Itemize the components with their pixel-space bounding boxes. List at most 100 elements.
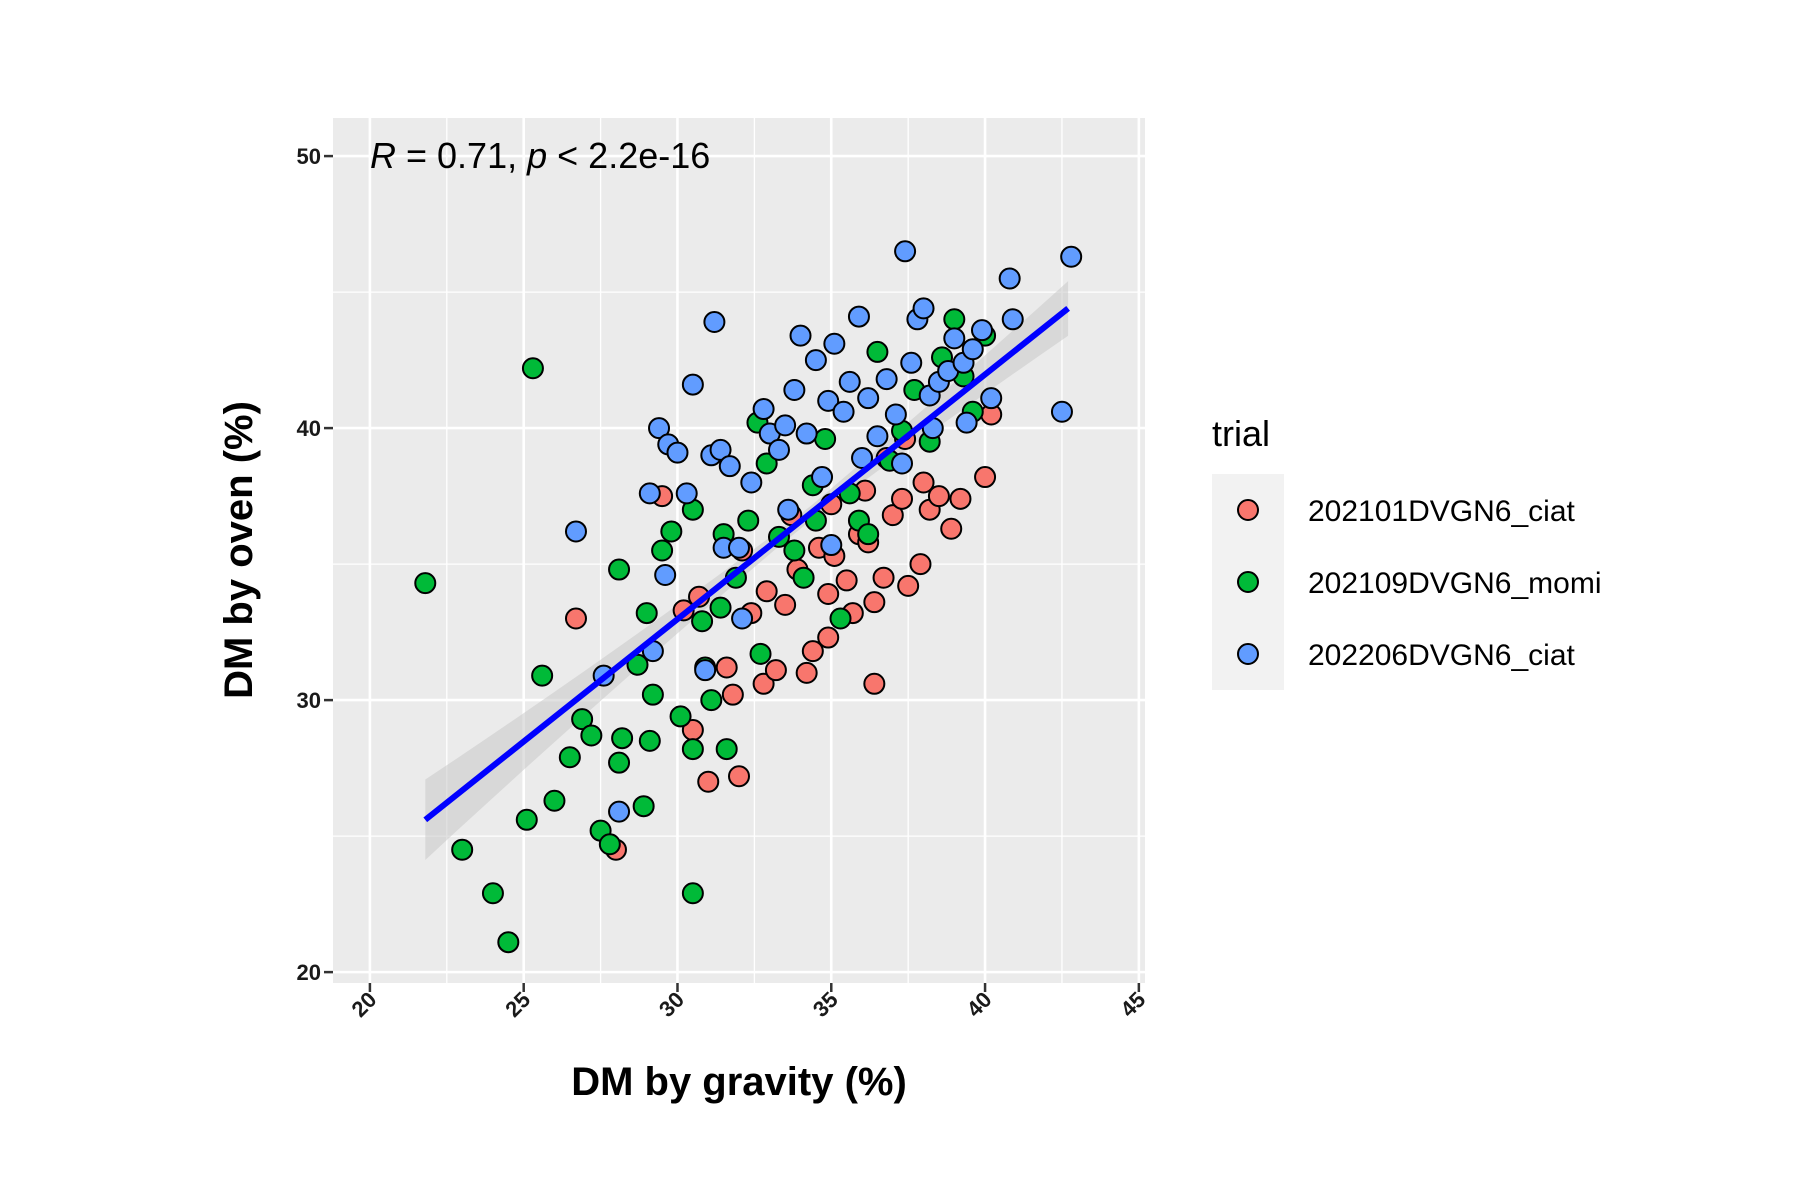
scatter-point: [823, 332, 846, 355]
legend-key: [1237, 571, 1259, 593]
scatter-point: [608, 558, 631, 581]
legend-key: [1237, 499, 1259, 521]
scatter-point: [571, 708, 594, 731]
scatter-point: [608, 751, 631, 774]
scatter-point: [740, 471, 763, 494]
x-tick-label: 20: [346, 987, 381, 1022]
scatter-point: [654, 563, 677, 586]
scatter-point: [481, 882, 504, 905]
scatter-point: [709, 596, 732, 619]
scatter-point: [414, 572, 437, 595]
scatter-point: [669, 705, 692, 728]
scatter-point: [974, 466, 997, 489]
x-tick-label: 35: [808, 987, 843, 1022]
scatter-point: [755, 452, 778, 475]
y-tick-label: 30: [297, 688, 321, 713]
scatter-point: [789, 324, 812, 347]
scatter-point: [694, 659, 717, 682]
scatter-point: [764, 659, 787, 682]
scatter-point: [912, 297, 935, 320]
scatter-point: [580, 724, 603, 747]
scatter-point: [558, 746, 581, 769]
scatter-point: [632, 795, 655, 818]
scatter-point: [835, 569, 858, 592]
scatter-point: [814, 427, 837, 450]
scatter-point: [752, 672, 775, 695]
scatter-point: [894, 240, 917, 263]
scatter-point: [980, 387, 1003, 410]
scatter-point: [564, 520, 587, 543]
r-value-text: = 0.71,: [396, 135, 527, 176]
scatter-point: [783, 539, 806, 562]
correlation-annotation: R = 0.71, p < 2.2e-16: [370, 135, 710, 176]
scatter-point: [451, 838, 474, 861]
scatter-point: [998, 267, 1021, 290]
scatter-point: [863, 591, 886, 614]
legend-key: [1237, 643, 1259, 665]
y-tick-label: 50: [297, 144, 321, 169]
scatter-point: [1001, 308, 1024, 331]
scatter-point: [681, 882, 704, 905]
points-layer: [414, 240, 1083, 954]
scatter-point: [755, 580, 778, 603]
x-tick-label: 25: [500, 987, 535, 1022]
scatter-point: [866, 340, 889, 363]
scatter-point: [666, 441, 689, 464]
scatter-point: [900, 351, 923, 374]
scatter-point: [801, 640, 824, 663]
scatter-point: [949, 487, 972, 510]
y-tick-label: 40: [297, 416, 321, 441]
scatter-point: [635, 602, 658, 625]
scatter-point: [1060, 245, 1083, 268]
scatter-point: [1050, 400, 1073, 423]
scatter-point: [700, 689, 723, 712]
scatter-point: [817, 583, 840, 606]
scatter-point: [718, 455, 741, 478]
legend-title: trial: [1212, 413, 1270, 454]
scatter-point: [767, 438, 790, 461]
scatter-point: [829, 607, 852, 630]
scatter-point: [970, 319, 993, 342]
scatter-point: [838, 370, 861, 393]
scatter-point: [648, 417, 671, 440]
scatter-point: [851, 447, 874, 470]
scatter-point: [795, 661, 818, 684]
scatter-point: [681, 373, 704, 396]
scatter-point: [943, 308, 966, 331]
scatter-point: [872, 566, 895, 589]
scatter-point: [820, 534, 843, 557]
scatter-point: [897, 574, 920, 597]
x-axis-title: DM by gravity (%): [571, 1060, 907, 1104]
scatter-point: [857, 523, 880, 546]
scatter-point: [940, 517, 963, 540]
scatter-point: [817, 626, 840, 649]
scatter-point: [961, 338, 984, 361]
scatter-point: [497, 931, 520, 954]
scatter-point: [728, 765, 750, 788]
scatter-point: [884, 403, 907, 426]
y-tick-label: 20: [297, 960, 321, 985]
x-tick-label: 45: [1115, 987, 1150, 1022]
scatter-point: [731, 607, 754, 630]
scatter-point: [795, 422, 818, 445]
scatter-point: [564, 607, 587, 630]
scatter-point: [709, 438, 732, 461]
scatter-point: [927, 485, 950, 508]
scatter-point: [792, 566, 815, 589]
scatter-point: [608, 800, 631, 823]
scatter-point: [675, 482, 698, 505]
grid-major: [333, 118, 1145, 983]
scatter-point: [774, 414, 797, 437]
scatter-point: [811, 466, 834, 489]
legend-label: 202101DVGN6_ciat: [1308, 495, 1576, 528]
scatter-point: [703, 311, 726, 334]
scatter-point: [737, 509, 760, 532]
scatter-point: [721, 683, 744, 706]
scatter-point: [875, 368, 898, 391]
regression-line: [423, 306, 1070, 823]
scatter-point: [832, 400, 855, 423]
x-tick-label: 40: [962, 987, 997, 1022]
scatter-point: [651, 539, 674, 562]
scatter-point: [909, 553, 932, 576]
scatter-point: [752, 398, 775, 421]
